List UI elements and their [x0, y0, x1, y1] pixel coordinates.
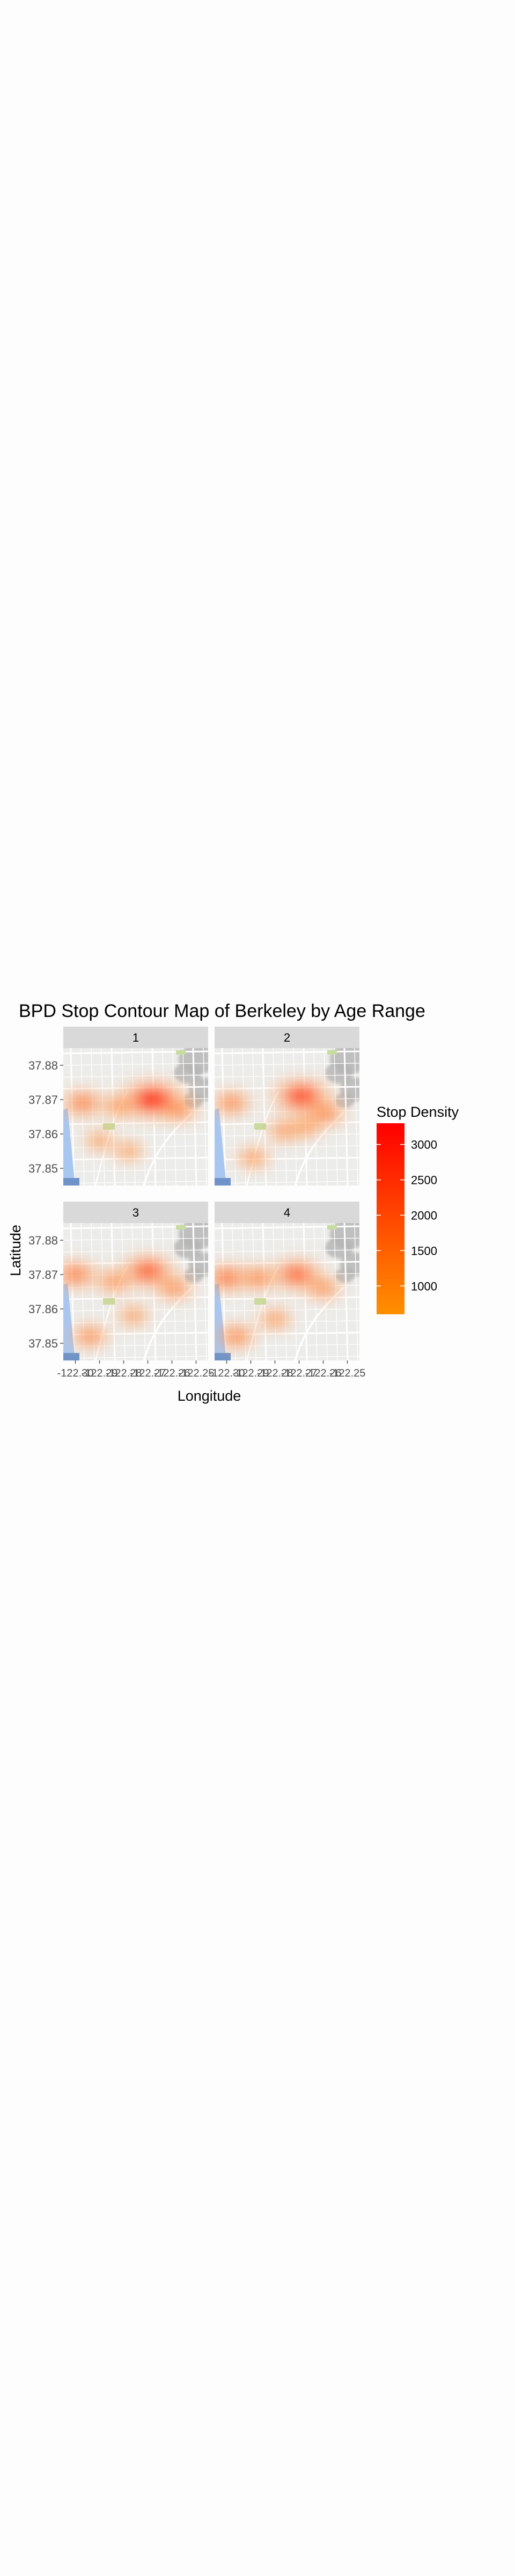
density-hotspot: [215, 1270, 240, 1286]
x-tick-label: -122.26: [305, 1367, 342, 1379]
x-tick-label: -122.25: [329, 1367, 366, 1379]
density-hotspot: [244, 1152, 263, 1164]
density-contours: [63, 1078, 200, 1162]
park-area: [254, 1298, 266, 1305]
density-hotspot: [124, 1310, 143, 1322]
bay-water: [63, 1108, 75, 1185]
y-tick-label: 37.88: [28, 1059, 58, 1072]
park-area: [103, 1123, 115, 1130]
park-area: [254, 1123, 266, 1130]
y-tick-label: 37.88: [28, 1234, 58, 1247]
y-tick-label: 37.85: [28, 1337, 58, 1350]
facet-strip: [63, 1202, 208, 1223]
bay-water: [215, 1108, 226, 1185]
y-tick-label: 37.86: [28, 1128, 58, 1141]
bay-water: [215, 1178, 231, 1185]
legend-tick-label: 1000: [411, 1279, 437, 1293]
y-tick-label: 37.86: [28, 1302, 58, 1316]
density-hotspot: [247, 1271, 269, 1285]
park-area: [327, 1225, 337, 1230]
density-hotspot: [70, 1096, 95, 1110]
park-area: [176, 1225, 186, 1230]
y-tick-label: 37.85: [28, 1162, 58, 1175]
density-contours: [215, 1077, 348, 1170]
density-hotspot: [133, 1262, 163, 1280]
density-contours: [215, 1257, 343, 1350]
density-legend: Stop Density 1000 1500 2000 2500 3000: [377, 1104, 459, 1314]
park-area: [176, 1050, 186, 1055]
bay-water: [215, 1353, 231, 1360]
density-hotspot: [63, 1267, 88, 1282]
facet-strip: [63, 1027, 208, 1048]
density-hotspot: [104, 1275, 124, 1288]
facet-label: 3: [133, 1206, 139, 1219]
density-hotspot: [163, 1282, 186, 1295]
density-hotspot: [314, 1107, 337, 1121]
y-axis-label: Latitude: [8, 1225, 24, 1276]
facet-label: 1: [133, 1031, 139, 1044]
facet-panel-2: 2: [215, 1027, 359, 1185]
legend-tick-label: 2000: [411, 1209, 437, 1222]
x-tick-label: -122.30: [209, 1367, 245, 1379]
legend-ticks: 1000 1500 2000 2500 3000: [377, 1138, 437, 1293]
basemap: [215, 1048, 359, 1185]
facet-label: 4: [284, 1206, 290, 1219]
x-tick-label: -122.27: [281, 1367, 318, 1379]
facet-panels: 1 37.85 37.86 37.87 37.88 2 3 37.85 37.86 37.87 37…: [28, 1027, 366, 1379]
density-hotspot: [91, 1135, 108, 1146]
density-hotspot: [265, 1313, 285, 1325]
density-hotspot: [282, 1266, 311, 1283]
chart-title: BPD Stop Contour Map of Berkeley by Age …: [19, 1001, 425, 1021]
density-hotspot: [168, 1103, 190, 1117]
basemap: [63, 1223, 208, 1360]
x-axis-label: Longitude: [178, 1388, 241, 1404]
x-tick-label: -122.28: [106, 1367, 142, 1379]
density-contours: [63, 1253, 195, 1350]
density-hotspot: [313, 1282, 334, 1295]
park-area: [103, 1298, 115, 1305]
y-tick-label: 37.87: [28, 1268, 58, 1282]
density-hotspot: [108, 1100, 129, 1113]
x-tick-label: -122.29: [82, 1367, 118, 1379]
density-hotspot: [225, 1329, 248, 1343]
x-tick-label: -122.27: [130, 1367, 166, 1379]
basemap: [63, 1048, 208, 1185]
facet-strip: [215, 1202, 359, 1223]
x-tick-label: -122.29: [233, 1367, 269, 1379]
x-tick-label: -122.26: [154, 1367, 190, 1379]
contour-map-figure: BPD Stop Contour Map of Berkeley by Age …: [8, 1001, 459, 1404]
basemap: [215, 1223, 359, 1360]
facet-strip: [215, 1027, 359, 1048]
density-hotspot: [284, 1086, 319, 1106]
legend-tick-label: 1500: [411, 1244, 437, 1257]
x-tick-label: -122.28: [257, 1367, 293, 1379]
park-area: [327, 1050, 337, 1055]
legend-tick-label: 2500: [411, 1173, 437, 1187]
x-tick-label: -122.30: [57, 1367, 94, 1379]
y-tick-label: 37.87: [28, 1093, 58, 1107]
density-hotspot: [220, 1096, 243, 1110]
facet-panel-1: 1 37.85 37.86 37.87 37.88: [28, 1027, 208, 1185]
bay-water: [63, 1353, 79, 1360]
density-hotspot: [297, 1121, 316, 1133]
bay-water: [63, 1178, 79, 1185]
legend-title: Stop Density: [377, 1104, 459, 1120]
facet-panel-3: 337.8537.8637.8737.88-122.30-122.29-122.…: [28, 1202, 215, 1379]
legend-color-bar: [377, 1123, 404, 1314]
facet-label: 2: [284, 1031, 290, 1044]
legend-tick-label: 3000: [411, 1138, 437, 1152]
density-hotspot: [79, 1330, 101, 1343]
density-hotspot: [120, 1146, 137, 1157]
x-tick-label: -122.25: [178, 1367, 215, 1379]
facet-panel-4: 4 -122.30-122.29-122.28-122.27-122.26-122…: [209, 1202, 366, 1379]
